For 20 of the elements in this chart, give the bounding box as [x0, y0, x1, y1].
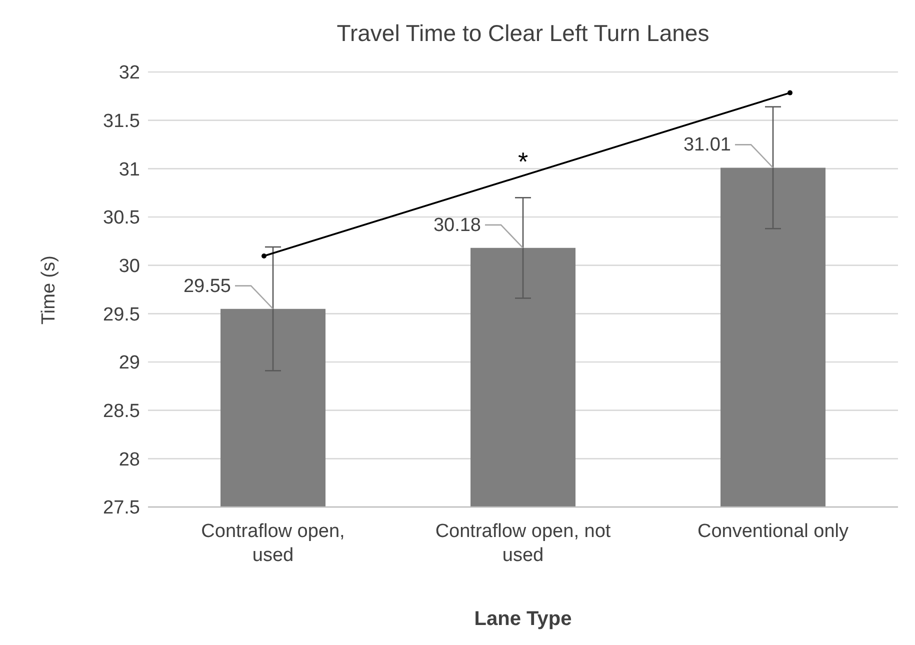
y-tick-label: 29.5	[103, 304, 140, 326]
y-axis-title: Time (s)	[38, 256, 60, 324]
annotation: *	[518, 146, 528, 176]
y-tick-label: 31	[118, 159, 140, 180]
x-axis-title: Lane Type	[474, 608, 572, 630]
y-tick-label: 31.5	[103, 111, 140, 132]
data-label: 31.01	[683, 134, 731, 156]
data-label: 30.18	[433, 214, 481, 236]
x-tick-label: Contraflow open, not used	[435, 521, 612, 566]
x-tick-label: Contraflow open, used	[201, 521, 345, 566]
y-tick-label: 27.5	[103, 498, 140, 519]
y-tick-label: 32	[118, 62, 140, 84]
y-tick-label: 30.5	[103, 208, 140, 229]
y-tick-label: 29	[118, 352, 140, 374]
y-tick-label: 28.5	[103, 401, 140, 422]
data-label: 29.55	[183, 276, 231, 297]
y-tick-label: 30	[118, 256, 140, 278]
x-tick-label: Conventional only	[697, 521, 850, 542]
y-tick-label: 28	[118, 449, 140, 470]
chart-title: Travel Time to Clear Left Turn Lanes	[336, 20, 710, 47]
